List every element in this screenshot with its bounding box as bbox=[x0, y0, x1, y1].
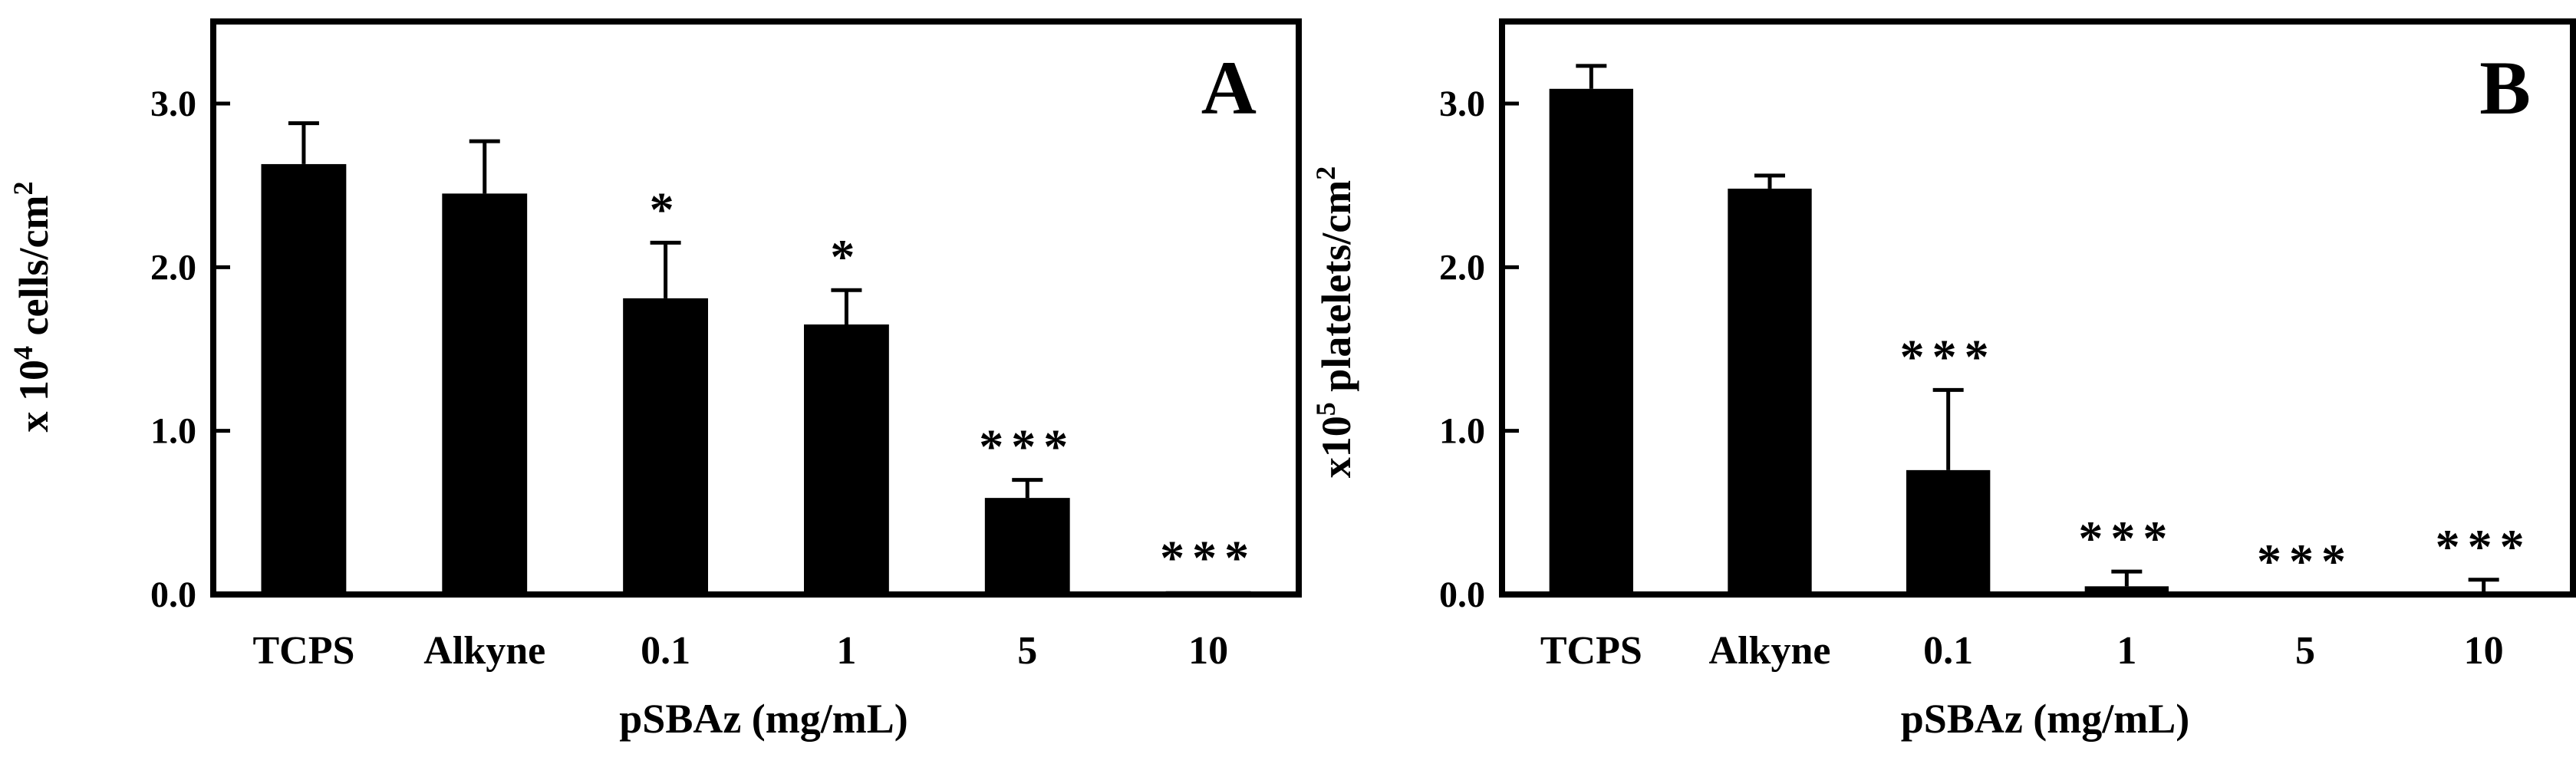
x-tick-label: 1 bbox=[836, 629, 856, 673]
x-tick-label: 10 bbox=[1188, 629, 1228, 673]
y-tick-label: 2.0 bbox=[150, 247, 196, 288]
y-axis-title: x105 platelets/cm2 bbox=[1310, 166, 1359, 478]
significance-marker: * bbox=[830, 229, 862, 284]
y-tick-label: 3.0 bbox=[1439, 84, 1485, 124]
x-tick-label: 0.1 bbox=[641, 629, 690, 673]
y-axis-title-exponent: 4 bbox=[8, 346, 38, 360]
y-axis-title-exponent: 5 bbox=[1310, 402, 1341, 416]
y-tick-label: 2.0 bbox=[1439, 247, 1485, 288]
y-axis-title-squared: 2 bbox=[1310, 166, 1341, 180]
bar-b-1 bbox=[1728, 188, 1812, 594]
panel-letter: B bbox=[2479, 45, 2531, 130]
y-tick-label: 0.0 bbox=[1439, 575, 1485, 615]
plot-frame bbox=[1499, 18, 2576, 598]
significance-marker: *** bbox=[1160, 531, 1257, 585]
x-tick-label: 5 bbox=[1017, 629, 1037, 673]
x-tick-label: 5 bbox=[2295, 629, 2315, 673]
y-axis-title-prefix: x 10 bbox=[11, 360, 57, 433]
panel-letter: A bbox=[1201, 45, 1257, 130]
significance-marker: *** bbox=[2078, 511, 2175, 565]
y-axis-title-squared: 2 bbox=[8, 182, 38, 196]
y-tick-label: 3.0 bbox=[150, 84, 196, 124]
x-tick-label: Alkyne bbox=[1709, 629, 1831, 673]
x-tick-label: TCPS bbox=[252, 629, 354, 673]
x-axis-title: pSBAz (mg/mL) bbox=[1901, 696, 2190, 742]
bar-b-2 bbox=[1906, 469, 1991, 594]
y-axis-title-unit: cells/cm bbox=[11, 196, 57, 346]
significance-marker: * bbox=[650, 182, 682, 236]
bar-b-4 bbox=[2263, 593, 2347, 594]
chart-panel-a: 0.0 1.0 2.0 3.0 TCPS Alkyne * 0.1 * 1 *** 5 *** 10 pSB… bbox=[8, 18, 1302, 742]
chart-panel-b: 0.0 1.0 2.0 3.0 TCPS Alkyne *** 0.1 *** 1 *** 5 *** 1… bbox=[1310, 18, 2576, 742]
y-axis-title: x 104 cells/cm2 bbox=[8, 182, 57, 433]
significance-marker: *** bbox=[2436, 519, 2532, 574]
y-axis-title-prefix: x10 bbox=[1313, 416, 1359, 478]
x-tick-label: TCPS bbox=[1540, 629, 1642, 673]
y-tick-label: 1.0 bbox=[150, 411, 196, 452]
plot-frame bbox=[210, 18, 1302, 598]
bar-a-4 bbox=[984, 498, 1070, 594]
x-tick-label: 1 bbox=[2116, 629, 2136, 673]
x-axis-title: pSBAz (mg/mL) bbox=[619, 696, 908, 742]
bar-a-2 bbox=[623, 298, 709, 594]
significance-marker: *** bbox=[979, 420, 1076, 474]
x-tick-label: Alkyne bbox=[423, 629, 545, 673]
bar-a-5 bbox=[1165, 591, 1251, 594]
significance-marker: *** bbox=[1900, 329, 1997, 384]
bar-a-3 bbox=[803, 324, 889, 594]
y-tick-label: 1.0 bbox=[1439, 411, 1485, 452]
y-axis-title-unit: platelets/cm bbox=[1313, 180, 1359, 402]
significance-marker: *** bbox=[2257, 534, 2354, 588]
x-tick-label: 0.1 bbox=[1923, 629, 1973, 673]
bar-a-1 bbox=[442, 193, 528, 595]
bar-b-0 bbox=[1549, 88, 1634, 595]
bar-b-3 bbox=[2084, 586, 2169, 594]
x-tick-label: 10 bbox=[2464, 629, 2504, 673]
y-tick-label: 0.0 bbox=[150, 575, 196, 615]
bar-a-0 bbox=[261, 163, 347, 594]
